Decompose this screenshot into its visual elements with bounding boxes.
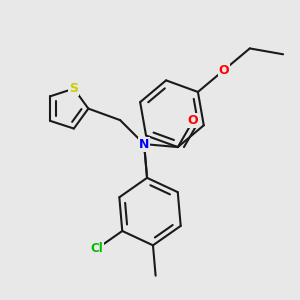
Text: Cl: Cl [90, 242, 103, 255]
Text: N: N [139, 138, 149, 151]
Text: O: O [188, 114, 198, 127]
Text: O: O [218, 64, 229, 77]
Text: S: S [69, 82, 78, 95]
